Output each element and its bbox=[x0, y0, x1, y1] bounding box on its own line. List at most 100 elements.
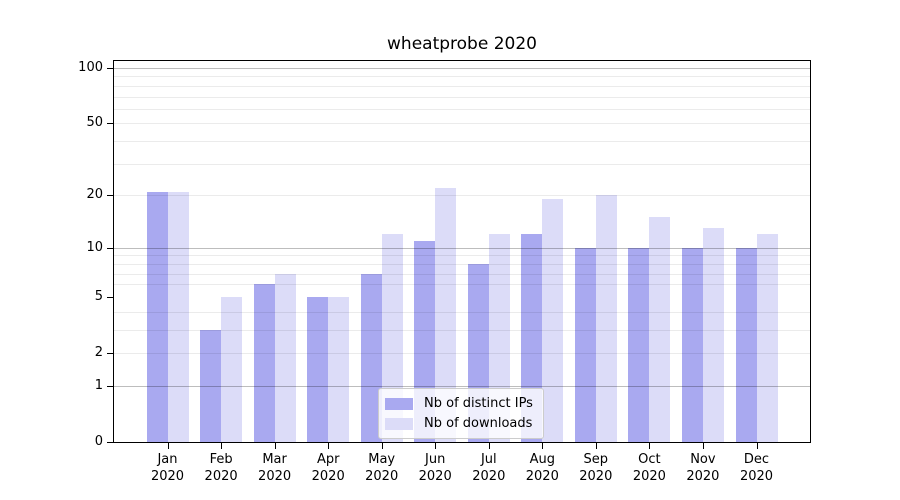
y-axis-tick-0 bbox=[107, 442, 113, 443]
year-label: 2020 bbox=[311, 469, 345, 484]
month-label: Apr bbox=[316, 452, 340, 467]
bar-ips-oct bbox=[628, 247, 650, 442]
y-gridline-minor-60 bbox=[114, 108, 810, 110]
y-gridline-minor-90 bbox=[114, 76, 810, 78]
year-label: 2020 bbox=[472, 469, 506, 484]
legend-label-ips: Nb of distinct IPs bbox=[424, 396, 533, 411]
y-gridline-minor-50 bbox=[114, 123, 810, 125]
x-tick-label-may: May 2020 bbox=[347, 451, 417, 485]
bar-ips-feb bbox=[200, 329, 222, 442]
y-tick-label-0: 0 bbox=[94, 434, 103, 449]
legend-item-downloads: Nb of downloads bbox=[385, 415, 535, 432]
bar-downloads-apr bbox=[328, 296, 350, 442]
chart-title: wheatprobe 2020 bbox=[387, 34, 537, 54]
y-tick-label-2: 2 bbox=[94, 345, 103, 360]
x-axis-tick-mar bbox=[274, 443, 276, 449]
y-tick-label-5: 5 bbox=[94, 288, 103, 304]
x-tick-label-apr: Apr 2020 bbox=[293, 451, 363, 485]
month-label: Jan bbox=[157, 452, 178, 467]
y-axis-tick-10 bbox=[107, 247, 113, 249]
x-tick-label-jul: Jul 2020 bbox=[454, 451, 524, 485]
y-tick-label-10: 10 bbox=[86, 239, 103, 255]
month-label: Jun bbox=[425, 452, 446, 467]
y-tick-label-100: 100 bbox=[78, 60, 103, 75]
bar-downloads-mar bbox=[274, 273, 296, 442]
y-tick-label-1: 1 bbox=[94, 377, 103, 393]
x-axis-tick-jul bbox=[488, 443, 490, 449]
year-label: 2020 bbox=[739, 469, 774, 484]
month-label: Sep bbox=[583, 452, 609, 467]
x-axis-tick-oct bbox=[649, 443, 651, 449]
x-tick-label-oct: Oct 2020 bbox=[614, 451, 684, 485]
bar-downloads-nov bbox=[702, 228, 724, 442]
bar-downloads-jun bbox=[435, 187, 457, 442]
year-label: 2020 bbox=[525, 469, 559, 484]
x-tick-label-feb: Feb 2020 bbox=[186, 451, 256, 485]
month-label: Mar bbox=[262, 452, 287, 467]
x-tick-label-mar: Mar 2020 bbox=[240, 451, 310, 485]
bar-ips-nov bbox=[681, 247, 703, 442]
x-axis-tick-jun bbox=[435, 443, 437, 449]
x-axis-tick-aug bbox=[542, 443, 544, 449]
x-axis-tick-feb bbox=[221, 443, 223, 449]
month-label: Dec bbox=[743, 452, 770, 467]
bar-downloads-aug bbox=[542, 199, 564, 442]
y-axis-tick-20 bbox=[107, 195, 113, 197]
year-label: 2020 bbox=[258, 469, 292, 484]
bar-downloads-sep bbox=[595, 195, 617, 442]
x-axis-tick-nov bbox=[702, 443, 704, 449]
bar-ips-apr bbox=[307, 296, 329, 442]
bar-ips-sep bbox=[574, 247, 596, 442]
bar-ips-may bbox=[360, 273, 382, 442]
y-gridline-minor-40 bbox=[114, 141, 810, 143]
legend-label-downloads: Nb of downloads bbox=[424, 416, 533, 431]
legend: Nb of distinct IPs Nb of downloads bbox=[378, 388, 544, 439]
x-tick-label-aug: Aug 2020 bbox=[507, 451, 577, 485]
year-label: 2020 bbox=[579, 469, 613, 484]
y-axis-tick-5 bbox=[107, 296, 113, 298]
year-label: 2020 bbox=[632, 469, 666, 484]
x-axis-tick-dec bbox=[756, 443, 758, 449]
x-tick-label-sep: Sep 2020 bbox=[561, 451, 631, 485]
x-tick-label-jun: Jun 2020 bbox=[400, 451, 470, 485]
y-gridline-minor-70 bbox=[114, 96, 810, 98]
month-label: Nov bbox=[690, 452, 716, 467]
bar-downloads-feb bbox=[221, 296, 243, 442]
bar-downloads-dec bbox=[756, 234, 778, 442]
y-gridline-minor-30 bbox=[114, 163, 810, 165]
x-tick-label-dec: Dec 2020 bbox=[722, 451, 792, 485]
y-gridline-major-100 bbox=[114, 68, 810, 69]
bar-ips-dec bbox=[735, 247, 757, 442]
legend-swatch-ips bbox=[385, 397, 413, 410]
y-axis-tick-1 bbox=[107, 385, 113, 387]
year-label: 2020 bbox=[418, 469, 452, 484]
x-tick-label-jan: Jan 2020 bbox=[133, 451, 203, 485]
bar-ips-mar bbox=[253, 284, 275, 442]
plot-area bbox=[113, 60, 811, 443]
y-gridline-minor-20 bbox=[114, 195, 810, 197]
month-label: Feb bbox=[209, 452, 233, 467]
legend-swatch-downloads bbox=[385, 417, 413, 430]
bar-ips-jan bbox=[146, 191, 168, 442]
y-axis-tick-100 bbox=[107, 68, 113, 69]
x-tick-label-nov: Nov 2020 bbox=[668, 451, 738, 485]
y-axis-tick-2 bbox=[107, 353, 113, 354]
legend-item-ips: Nb of distinct IPs bbox=[385, 395, 535, 412]
year-label: 2020 bbox=[150, 469, 185, 484]
month-label: Jul bbox=[480, 452, 497, 467]
month-label: Oct bbox=[638, 452, 661, 467]
year-label: 2020 bbox=[204, 469, 238, 484]
y-gridline-minor-80 bbox=[114, 85, 810, 87]
y-tick-label-20: 20 bbox=[86, 187, 103, 203]
year-label: 2020 bbox=[686, 469, 720, 484]
month-label: May bbox=[368, 452, 396, 467]
year-label: 2020 bbox=[365, 469, 399, 484]
y-tick-label-50: 50 bbox=[86, 115, 103, 131]
month-label: Aug bbox=[529, 452, 555, 467]
bar-downloads-jan bbox=[167, 191, 189, 442]
x-axis-tick-jan bbox=[167, 443, 169, 449]
y-axis-tick-50 bbox=[107, 123, 113, 125]
x-axis-tick-sep bbox=[595, 443, 597, 449]
bar-downloads-oct bbox=[649, 217, 671, 442]
